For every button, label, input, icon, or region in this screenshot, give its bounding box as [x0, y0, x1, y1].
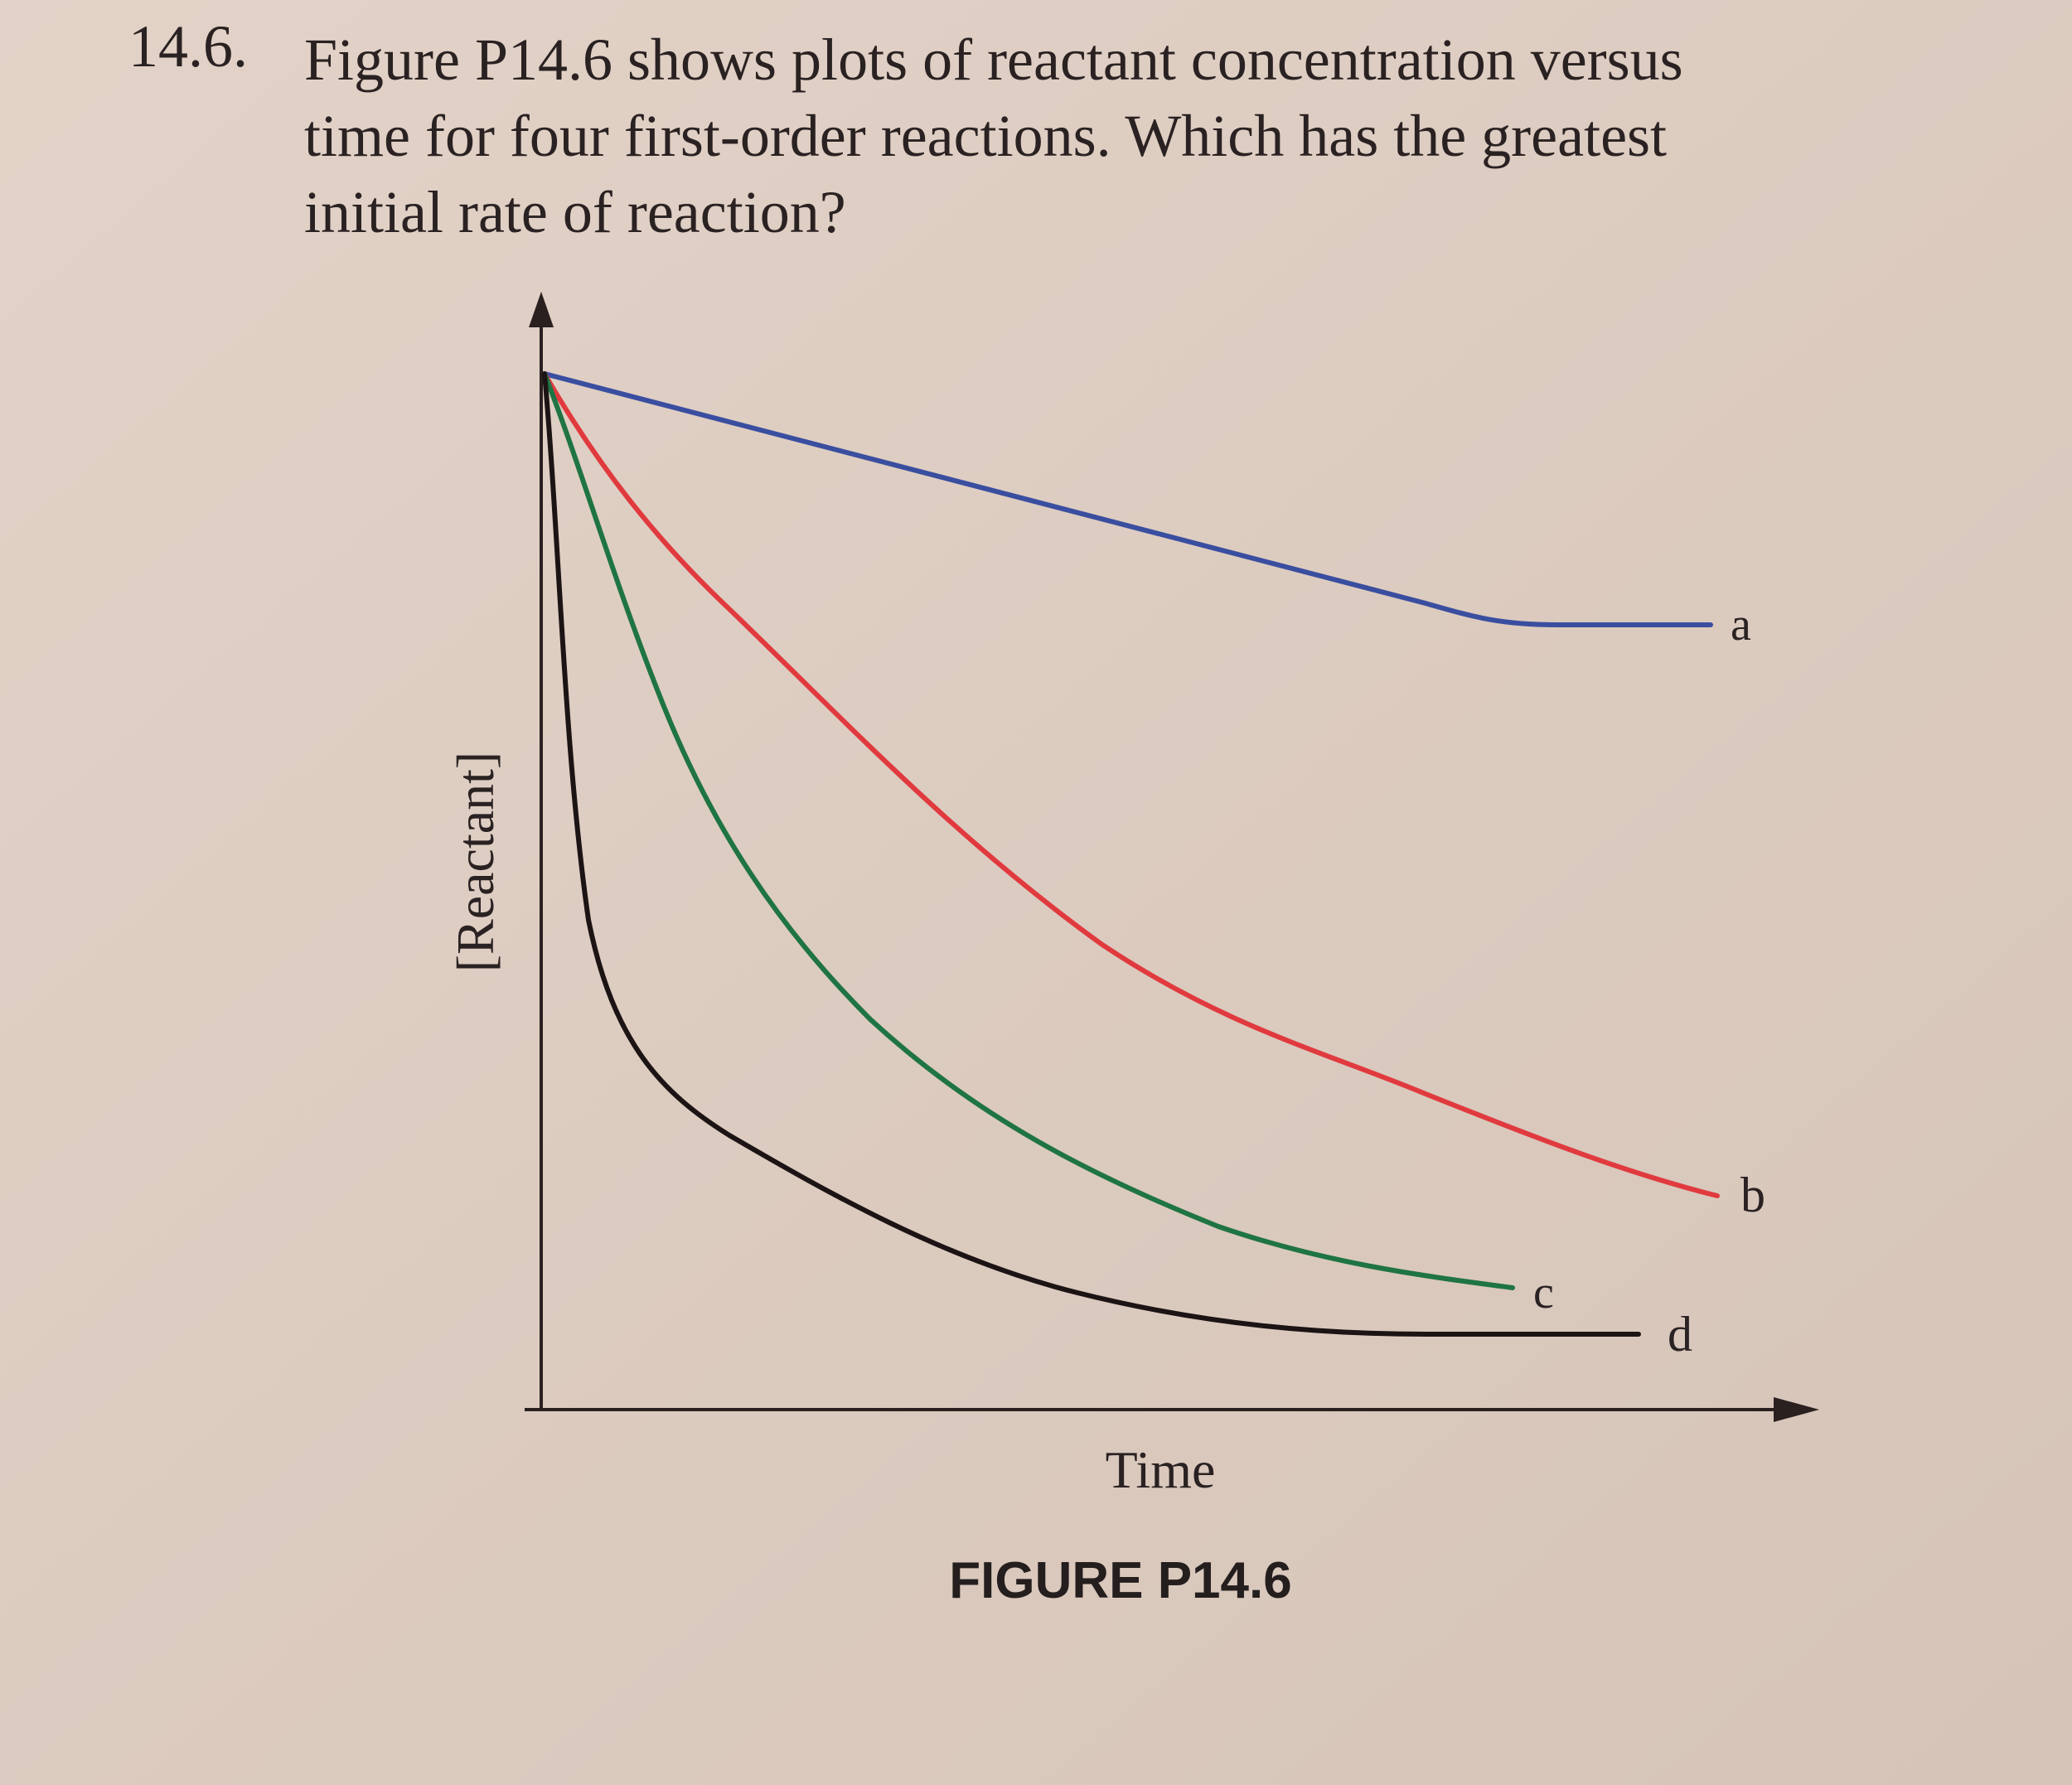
- figure: a b c d [Reactant] Time FIGURE P14.6: [446, 292, 1819, 1609]
- curve-label: b: [1740, 1168, 1765, 1222]
- x-axis-arrow: [1774, 1397, 1819, 1422]
- curve-b: [542, 371, 1720, 1198]
- question-number: 14.6.: [128, 13, 248, 80]
- figure-caption: FIGURE P14.6: [949, 1552, 1291, 1609]
- y-axis-arrow: [529, 292, 554, 327]
- question-line: time for four first-order reactions. Whi…: [304, 103, 1667, 169]
- curve-c: [542, 371, 1515, 1290]
- question-line: Figure P14.6 shows plots of reactant con…: [304, 27, 1683, 93]
- curve-label: a: [1731, 599, 1751, 651]
- question-line: initial rate of reaction?: [304, 179, 846, 245]
- y-axis-label: [Reactant]: [446, 752, 505, 973]
- curve-a: [542, 371, 1713, 627]
- curve-label: d: [1668, 1307, 1692, 1362]
- curve-label: c: [1533, 1267, 1554, 1318]
- x-axis-label: Time: [1106, 1440, 1216, 1499]
- curve-d: [542, 371, 1641, 1337]
